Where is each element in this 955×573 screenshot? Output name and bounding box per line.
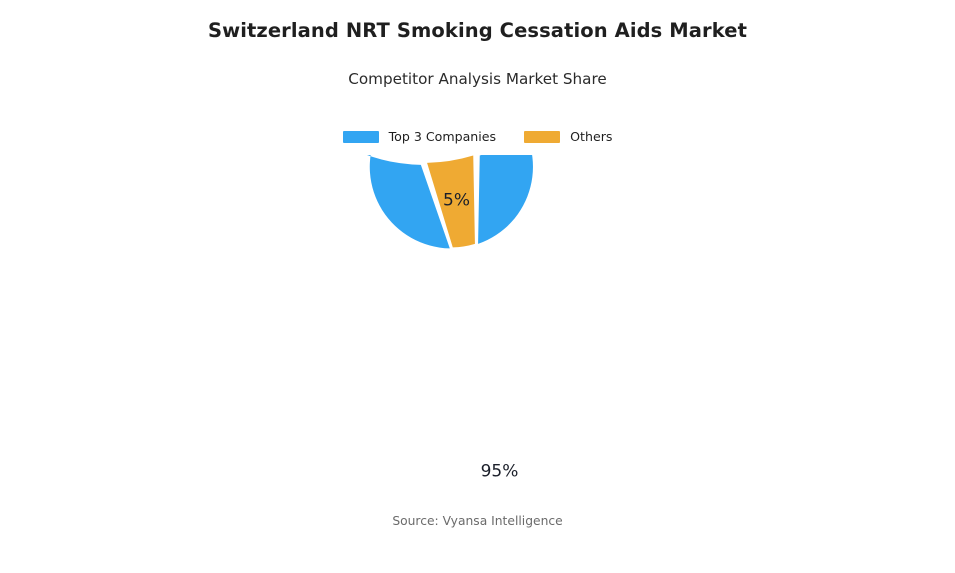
donut-slice[interactable] bbox=[306, 155, 594, 249]
legend-swatch-icon-others bbox=[524, 131, 561, 143]
chart-source-note: Source: Vyansa Intelligence bbox=[392, 514, 563, 528]
donut-slice-label: 95% bbox=[481, 462, 519, 482]
chart-subtitle: Competitor Analysis Market Share bbox=[348, 70, 607, 88]
legend-label-others: Others bbox=[570, 129, 613, 144]
donut-slice[interactable] bbox=[427, 155, 475, 248]
legend-label-top-3-companies: Top 3 Companies bbox=[388, 129, 497, 144]
legend-item-others[interactable]: Others bbox=[524, 130, 612, 144]
donut-slice-label: 5% bbox=[443, 191, 470, 211]
legend-item-top-3-companies[interactable]: Top 3 Companies bbox=[342, 129, 497, 144]
donut-svg: 95% 5% bbox=[306, 155, 594, 482]
legend-swatch-icon-top-3-companies bbox=[342, 131, 379, 143]
chart-legend: Top 3 Companies Others bbox=[0, 130, 955, 144]
donut-chart: 95% 5% bbox=[306, 155, 647, 496]
chart-title: Switzerland NRT Smoking Cessation Aids M… bbox=[207, 19, 748, 42]
donut-slice-layer bbox=[306, 155, 594, 249]
donut-label-layer: 95% 5% bbox=[443, 191, 518, 482]
